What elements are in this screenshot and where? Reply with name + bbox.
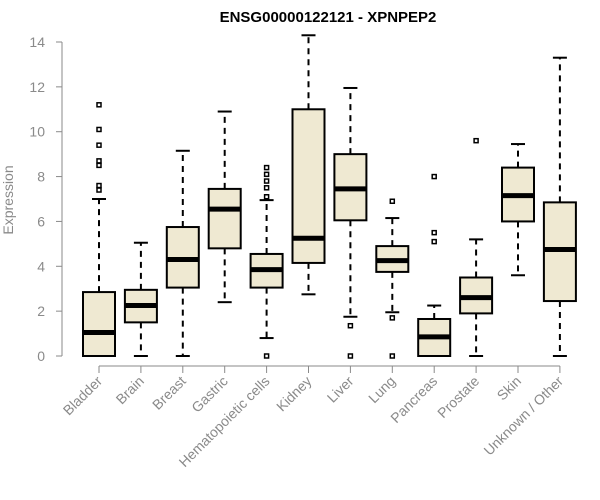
outlier-point bbox=[263, 164, 270, 171]
outlier-point bbox=[263, 171, 270, 178]
y-tick-label: 14 bbox=[29, 34, 45, 50]
box-group bbox=[501, 143, 535, 277]
box-group bbox=[123, 241, 158, 357]
x-tick-label: Skin bbox=[494, 373, 525, 404]
x-tick-label: Unknown / Other bbox=[480, 373, 566, 459]
outlier-point bbox=[431, 238, 437, 245]
outlier-point bbox=[96, 126, 102, 133]
box-group bbox=[291, 34, 326, 296]
outlier-point bbox=[96, 158, 102, 164]
box-group bbox=[459, 137, 494, 357]
y-tick-label: 8 bbox=[37, 169, 45, 185]
box-group bbox=[542, 56, 577, 357]
y-axis: 0 2 4 6 8 10 12 14 bbox=[29, 34, 63, 364]
outlier-point bbox=[96, 187, 102, 193]
outlier-point bbox=[347, 322, 354, 329]
x-tick-label: Pancreas bbox=[387, 373, 440, 426]
box-group bbox=[82, 102, 116, 358]
x-tick-label: Bladder bbox=[60, 373, 106, 419]
x-tick-label: Liver bbox=[324, 373, 357, 406]
box-group bbox=[207, 110, 242, 304]
box bbox=[207, 187, 242, 250]
outlier-point bbox=[389, 315, 396, 321]
outlier-point bbox=[263, 353, 270, 359]
outlier-point bbox=[263, 178, 270, 184]
outlier-point bbox=[263, 185, 270, 191]
outlier-point bbox=[96, 162, 102, 169]
x-tick-label: Breast bbox=[149, 373, 189, 413]
outlier-point bbox=[431, 229, 437, 236]
x-tick-label: Kidney bbox=[273, 373, 315, 415]
outlier-point bbox=[389, 353, 396, 359]
box-group bbox=[249, 164, 284, 359]
boxplot-series bbox=[82, 34, 577, 359]
outlier-point bbox=[96, 102, 102, 108]
outlier-point bbox=[431, 173, 437, 180]
box-group bbox=[165, 149, 200, 357]
box-group bbox=[333, 86, 368, 359]
box bbox=[82, 291, 116, 358]
y-tick-label: 2 bbox=[37, 303, 45, 319]
y-tick-label: 4 bbox=[37, 258, 45, 274]
outlier-point bbox=[389, 198, 396, 204]
x-tick-label: Prostate bbox=[434, 373, 482, 421]
outlier-point bbox=[347, 353, 354, 359]
chart-title: ENSG00000122121 - XPNPEP2 bbox=[220, 9, 437, 26]
box-group bbox=[417, 173, 452, 357]
y-tick-label: 12 bbox=[29, 79, 45, 95]
y-axis-label: Expression bbox=[0, 165, 16, 234]
outlier-point bbox=[263, 194, 270, 200]
x-tick-label: Lung bbox=[365, 373, 398, 406]
box-group bbox=[375, 198, 410, 359]
y-tick-label: 6 bbox=[37, 213, 45, 229]
outlier-point bbox=[96, 182, 102, 189]
x-tick-label: Brain bbox=[113, 373, 147, 407]
outlier-point bbox=[96, 142, 102, 148]
outlier-point bbox=[473, 137, 479, 144]
y-tick-label: 0 bbox=[37, 348, 45, 364]
y-tick-label: 10 bbox=[29, 124, 45, 140]
